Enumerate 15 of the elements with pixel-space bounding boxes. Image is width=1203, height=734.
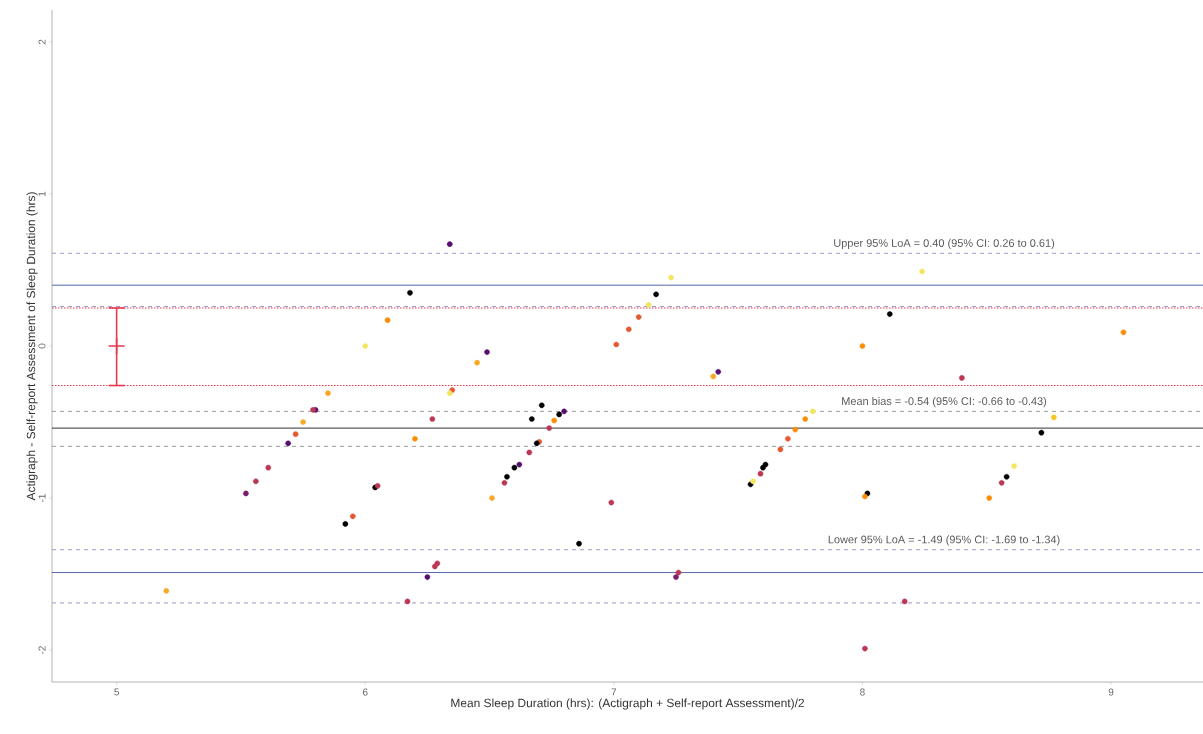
y-tick-label: -1 (38, 494, 46, 503)
y-tick-label: -2 (38, 646, 46, 655)
x-tick-label: 9 (1108, 688, 1114, 696)
y-tick-label: 1 (38, 191, 46, 196)
y-tick-label: 0 (38, 343, 46, 349)
x-tick-label: 8 (860, 688, 865, 696)
x-axis-title: Mean Sleep Duration (hrs): (Actigraph + Self-report Assessment)/2 (451, 698, 804, 710)
x-tick-label: 5 (114, 688, 119, 696)
y-axis-title: Actigraph - Self-report Assessment of Sleep Duration (hrs) (26, 192, 38, 501)
x-tick-label: 7 (611, 688, 617, 696)
ref-line-label: Lower 95% LoA = -1.49 (95% CI: -1.69 to -1.34) (828, 535, 1060, 546)
y-tick-label: 2 (38, 39, 46, 45)
ref-line-label: Mean bias = -0.54 (95% CI: -0.66 to -0.43) (842, 396, 1047, 408)
x-tick-label: 6 (362, 688, 368, 696)
ref-line-label: Upper 95% LoA = 0.40 (95% CI: 0.26 to 0.61) (834, 238, 1055, 250)
